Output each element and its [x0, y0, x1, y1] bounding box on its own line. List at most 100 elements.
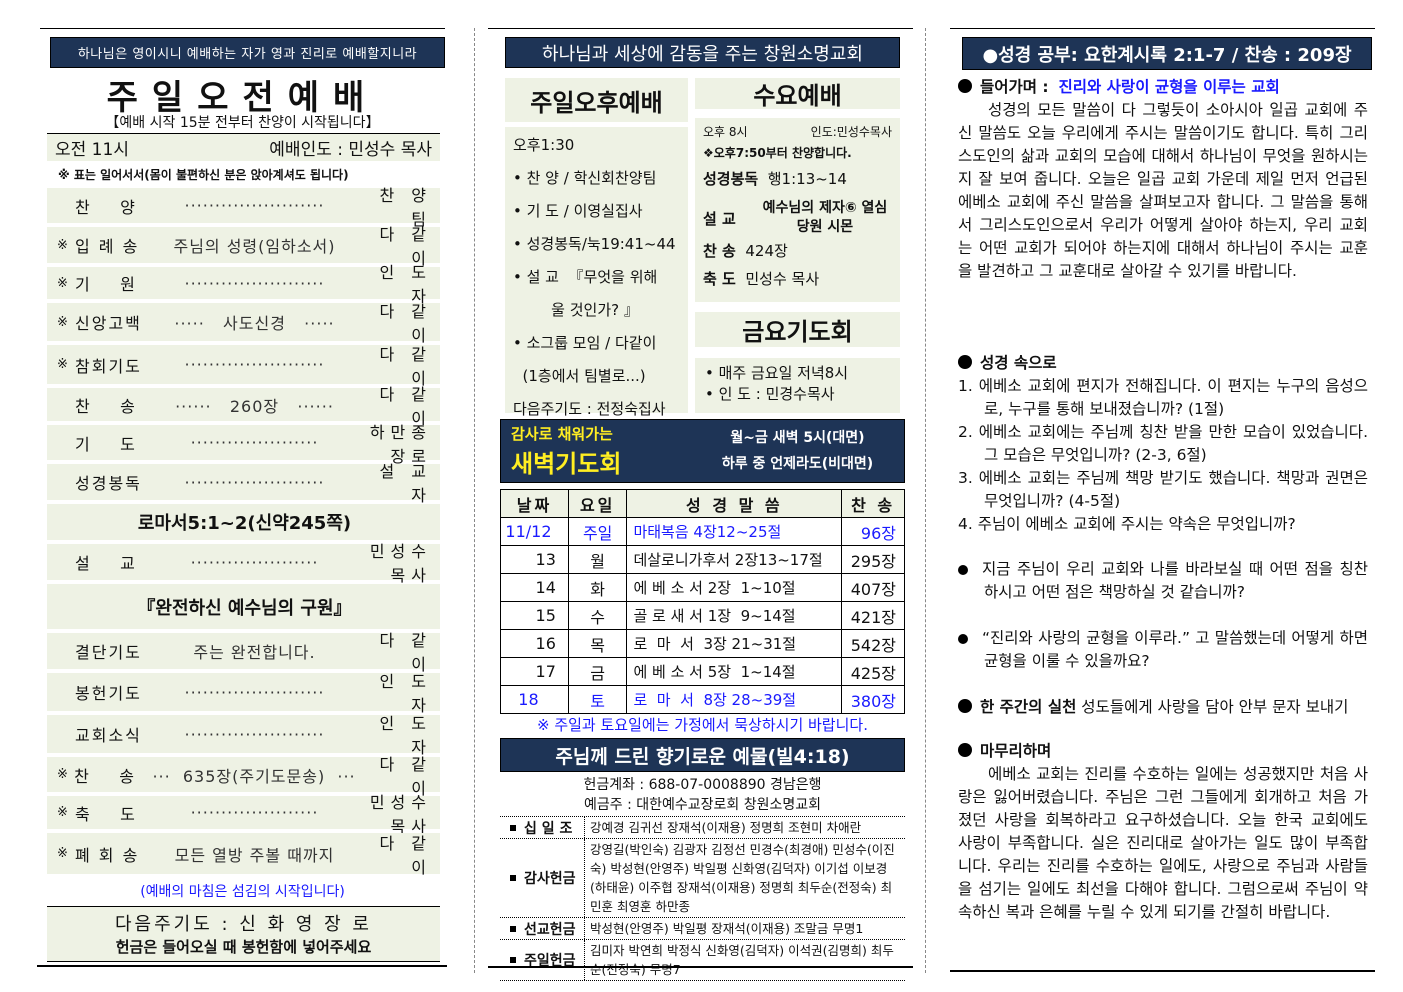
friday-line: • 인 도 : 민경수목사: [705, 385, 835, 403]
reading-cell: 마태복음 4장12~25절: [626, 517, 843, 546]
top-rule: [40, 28, 445, 29]
column-header: 성 경 말 씀: [626, 489, 843, 518]
item-person: 다 같 이: [379, 754, 432, 798]
column-header: 날짜: [500, 489, 569, 518]
wednesday-details: 오후 8시 인도:민성수목사 ❖오후7:50부터 찬양합니다. 성경봉독 행1:…: [695, 118, 900, 302]
item-detail: ······ 260장 ······: [175, 396, 334, 416]
day-cell: 주일: [567, 517, 628, 546]
bottom-rule: [488, 966, 913, 968]
item-name: 축 도: [75, 804, 137, 824]
column-divider: [474, 28, 475, 973]
square-bullet-icon: [510, 925, 516, 932]
item-detail: ·······················: [184, 355, 325, 374]
order-row: 『완전하신 예수님의 구원』: [47, 584, 440, 629]
sunday-pm-line: 오후1:30: [513, 136, 575, 154]
item-name: 기 원: [75, 275, 137, 294]
wed-time: 오후 8시: [703, 125, 748, 139]
bottom-rule: [37, 965, 447, 967]
hymn-cell: 380장: [841, 685, 905, 714]
day-cell: 월: [567, 545, 628, 574]
stand-mark: ※: [57, 275, 68, 291]
offering-names: 강영길(박인숙) 김광자 김정선 민경수(최경애) 민성수(이진숙) 박성현(안…: [590, 842, 895, 914]
date-cell: 14: [500, 573, 569, 602]
item-name: 기 도: [75, 434, 137, 454]
day-cell: 목: [567, 629, 628, 658]
friday-line: • 매주 금요일 저녁8시: [705, 364, 849, 382]
order-row: ※ 기 원 ······················· 인 도 자: [47, 263, 440, 306]
offering-label: 주일헌금: [524, 953, 576, 969]
hymn-cell: 425장: [841, 657, 905, 686]
study-question: 4. 주님이 에베소 교회에 주시는 약속은 무엇입니까?: [958, 515, 1296, 533]
item-detail: ····· 사도신경 ·····: [174, 314, 335, 333]
account-holder: 예금주 : 대한예수교장로회 창원소명교회: [583, 797, 822, 813]
reflection-section: 지금 주님이 우리 교회와 나를 바라보실 때 어떤 점을 칭찬하시고 어떤 점…: [958, 558, 1368, 673]
hymn-cell: 96장: [841, 517, 905, 546]
closing-section: 마무리하며 에베소 교회는 진리를 수호하는 일에는 성공했지만 처음 사랑은 …: [958, 740, 1368, 924]
item-person: 인 도 자: [379, 263, 432, 306]
stand-mark: ※: [57, 357, 68, 372]
reading-cell: 골 로 새 서 1장 9~14절: [626, 601, 843, 630]
item-detail: ·······················: [184, 682, 325, 702]
order-row: ※ 참회기도 ······················· 다 같 이: [47, 345, 440, 388]
closing-body: 에베소 교회는 진리를 수호하는 일에는 성공했지만 처음 사랑은 잃어버렸습니…: [958, 765, 1368, 921]
bullet-icon: [958, 743, 972, 757]
sunday-pm-line: 울 것인가? 』: [513, 301, 639, 319]
item-detail: 주님의 성령(임하소서): [173, 237, 336, 256]
closing-label: 마무리하며: [980, 742, 1052, 760]
table-row: 16 목 로 마 서 3장 21~31절 542장: [500, 629, 905, 658]
offering-type: 선교헌금: [500, 918, 585, 939]
order-row: 찬 송 ······ 260장 ······ 다 같 이: [47, 385, 440, 428]
bullet-icon: [958, 565, 968, 575]
order-row: 성경봉독 ······················· 설 교 자: [47, 462, 440, 505]
offering-banner: 주님께 드린 향기로운 예물(빌4:18): [500, 738, 905, 772]
study-banner: ●성경 공부: 요한계시록 2:1-7 / 찬송 : 209장: [962, 37, 1372, 70]
reading-cell: 에 베 소 서 5장 1~14절: [626, 657, 843, 686]
wed-sermon: 예수님의 제자⑥ 열심당원 시몬: [762, 200, 888, 235]
dawn-prayer-banner: 감사로 채워가는 새벽기도회 월~금 새벽 5시(대면) 하루 중 언제라도(비대면…: [500, 419, 905, 483]
intro-theme: 진리와 사랑이 균형을 이루는 교회: [1058, 78, 1280, 96]
item-detail: ·····················: [190, 803, 319, 822]
hymn-cell: 295장: [841, 545, 905, 574]
dawn-title: 새벽기도회: [511, 450, 622, 478]
order-row: ※ 축 도 ····················· 민성수목사: [47, 793, 440, 836]
wed-leader: 인도:민성수목사: [810, 125, 892, 139]
order-row: 찬 양 ······················· 찬 양 팀: [47, 186, 440, 229]
date-cell: 17: [500, 657, 569, 686]
intro-body: 성경의 모든 말씀이 다 그렇듯이 소아시아 일곱 교회에 주신 말씀도 오늘 …: [958, 101, 1368, 280]
offering-label: 십 일 조: [524, 820, 573, 837]
page-title: 주일오전예배: [106, 78, 379, 118]
item-person: 설 교 자: [379, 462, 432, 505]
item-detail: ·······················: [184, 724, 325, 744]
service-time-row: 오전 11시 예배인도 : 민성수 목사: [47, 133, 440, 161]
order-row: 설 교 ····················· 민성수목사: [47, 542, 440, 585]
order-row: 결단기도 주는 완전합니다. 다 같 이: [47, 631, 440, 674]
offering-names: 강예경 김귀선 장재석(이재용) 정명희 조현미 차애란: [590, 820, 862, 835]
practice-label: 한 주간의 실천: [980, 698, 1077, 716]
date-cell: 13: [500, 545, 569, 574]
offering-names: 박성현(안영주) 박일평 장재석(이재용) 조말금 무명1: [590, 921, 864, 936]
sermon-heading: 『완전하신 예수님의 구원』: [137, 597, 352, 619]
item-person: 하만종장로: [369, 422, 432, 466]
item-name: 입 례 송: [75, 237, 140, 256]
order-row: ※ 입 례 송 주님의 성령(임하소서) 다 같 이: [47, 225, 440, 268]
day-cell: 토: [567, 685, 628, 714]
friday-details: • 매주 금요일 저녁8시 • 인 도 : 민경수목사: [695, 358, 900, 413]
bullet-icon: [958, 699, 972, 713]
item-name: 폐 회 송: [75, 845, 140, 865]
square-bullet-icon: [510, 824, 516, 831]
item-person: 민성수목사: [369, 792, 432, 836]
table-row: 15 수 골 로 새 서 1장 9~14절 421장: [500, 601, 905, 630]
scripture-banner: 하나님은 영이시니 예배하는 자가 영과 진리로 예배할지니라: [50, 37, 445, 68]
next-week-box: 다음주기도 : 신 화 영 장 로 헌금은 들어오실 때 봉헌함에 넣어주세요: [47, 906, 440, 962]
item-name: 찬 양: [75, 197, 137, 217]
date-cell: 11/12: [500, 517, 569, 546]
intro-label: 들어가며 :: [980, 78, 1049, 96]
item-person: 다 같 이: [379, 384, 432, 428]
dawn-small: 감사로 채워가는: [511, 425, 613, 443]
offering-row: 주일헌금 김미자 박연희 박정식 신화영(김덕자) 이석권(김명희) 최두순(전정…: [500, 940, 905, 981]
stand-mark: ※: [57, 805, 68, 820]
item-detail: ·······················: [184, 196, 325, 215]
item-person: 다 같 이: [379, 344, 432, 388]
study-question: 3. 에베소 교회는 주님께 책망 받기도 했습니다. 책망과 권면은 무엇입니…: [958, 469, 1368, 510]
